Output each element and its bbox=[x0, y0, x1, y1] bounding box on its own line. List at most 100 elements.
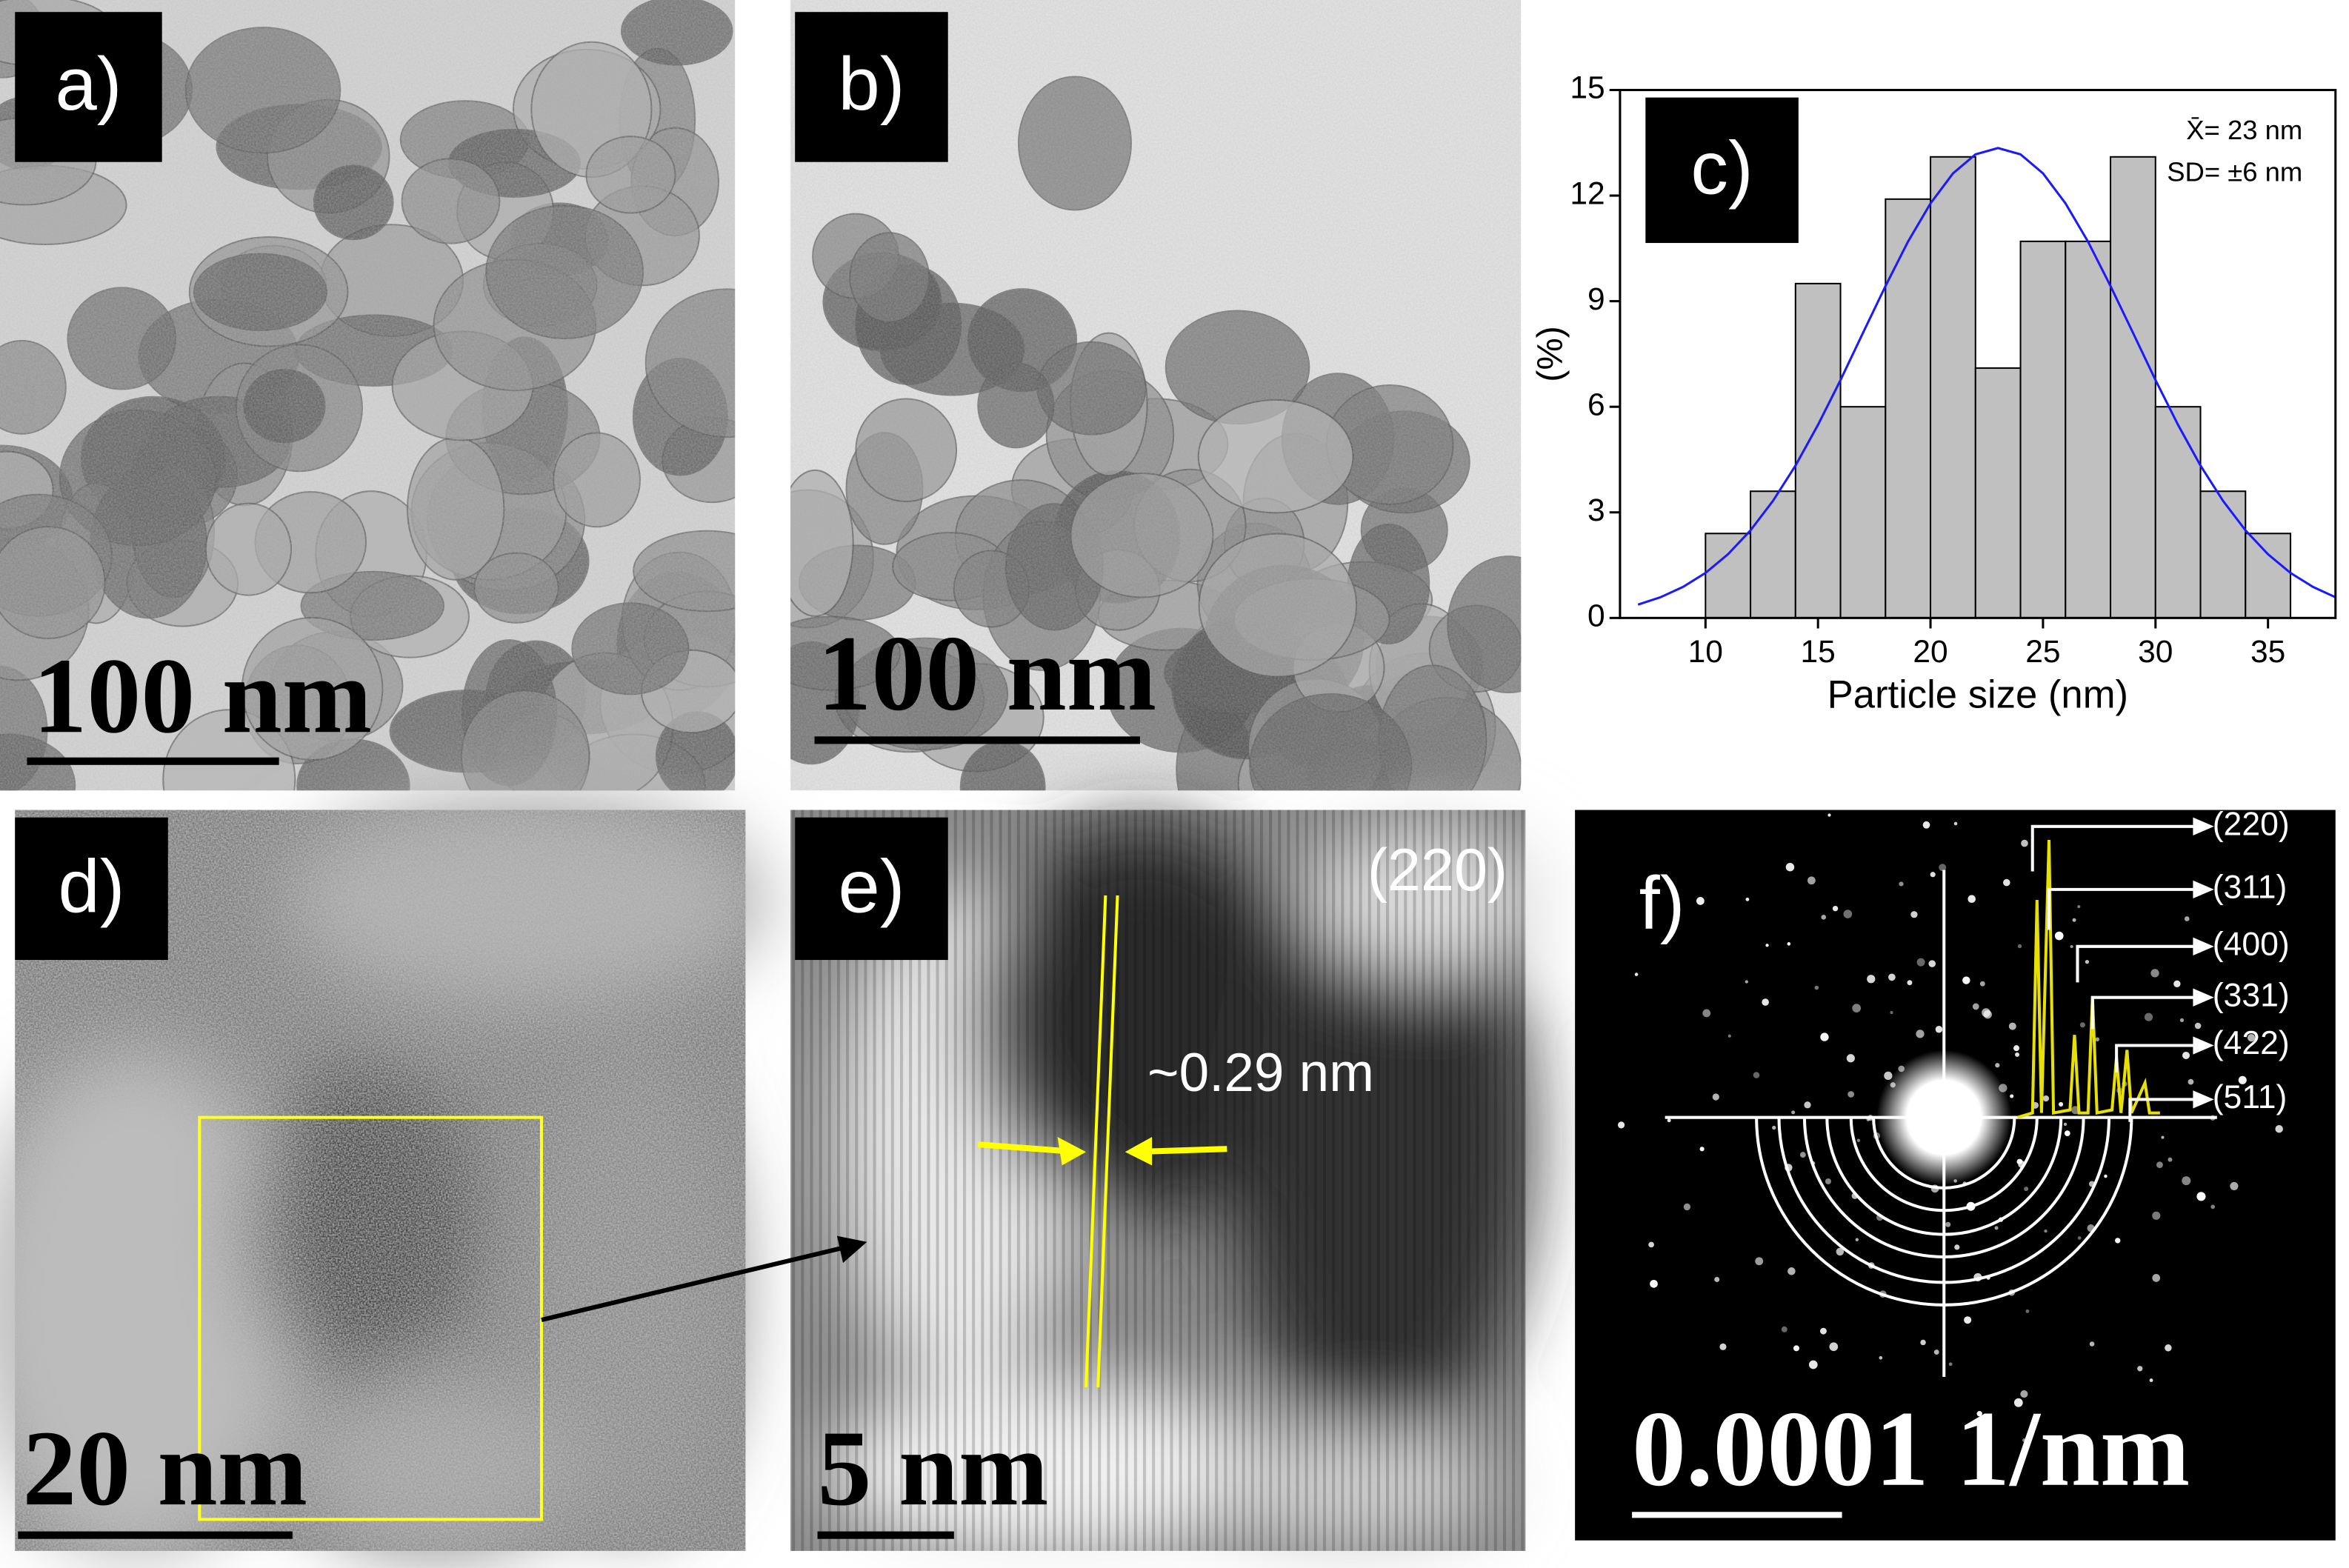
diffraction-spot bbox=[1765, 944, 1769, 947]
diffraction-spot bbox=[1821, 914, 1827, 920]
diffraction-spot bbox=[2070, 945, 2073, 949]
diffraction-spot bbox=[2210, 1204, 2216, 1210]
bar bbox=[1750, 490, 1796, 619]
diffraction-spot bbox=[2015, 1052, 2020, 1057]
ring-pointer-head bbox=[2193, 1090, 2214, 1109]
ring-label: (422) bbox=[2213, 1025, 2290, 1061]
diffraction-spot bbox=[1787, 1267, 1796, 1275]
diffraction-spot bbox=[1948, 1362, 1953, 1367]
y-tick-label: 15 bbox=[1570, 71, 1605, 106]
bar bbox=[2019, 240, 2067, 619]
diffraction-spot bbox=[2115, 1238, 2121, 1244]
diffraction-spot bbox=[2063, 1122, 2068, 1127]
panel-d-image bbox=[0, 795, 765, 1561]
x-tick-label: 10 bbox=[1688, 635, 1723, 670]
scale-bar-label: 20 nm bbox=[22, 1408, 307, 1528]
ring-pointer-head bbox=[2193, 988, 2214, 1007]
diffraction-spot bbox=[2150, 969, 2159, 978]
diffraction-spot bbox=[2072, 918, 2076, 922]
panel-label: f) bbox=[1639, 861, 1685, 945]
zoom-arrowhead bbox=[836, 1235, 867, 1264]
diffraction-spot bbox=[1928, 960, 1936, 967]
diffraction-spot bbox=[1890, 1011, 1893, 1015]
bar bbox=[1885, 198, 1932, 619]
diffraction-spot bbox=[1762, 998, 1769, 1006]
bar bbox=[1839, 406, 1887, 619]
ring-label: (220) bbox=[2213, 807, 2290, 843]
x-tick-label: 25 bbox=[2025, 635, 2060, 670]
diffraction-spot bbox=[1820, 1327, 1827, 1335]
panel-label: a) bbox=[55, 42, 121, 126]
diffraction-spot bbox=[1879, 1355, 1883, 1360]
diffraction-spot bbox=[1787, 942, 1791, 946]
diffraction-spot bbox=[2182, 1176, 2191, 1186]
diffraction-spot bbox=[2013, 1045, 2020, 1052]
ring-pointer bbox=[2090, 995, 2202, 1030]
diffraction-spot bbox=[1888, 973, 1896, 981]
diffraction-spot bbox=[1819, 800, 1827, 809]
ring-pointer bbox=[2076, 944, 2202, 983]
diffraction-spot bbox=[1847, 1091, 1855, 1098]
ring-pointer-head bbox=[2193, 880, 2214, 899]
diffraction-spot bbox=[1807, 876, 1816, 885]
bar bbox=[2245, 533, 2292, 619]
y-axis-label: (%) bbox=[1530, 326, 1570, 382]
panel-f-image: (220) (311) (400) (331) (422) (511) bbox=[1575, 795, 2336, 1541]
scale-bar-label: 100 nm bbox=[33, 635, 373, 755]
diffraction-spot bbox=[2179, 1018, 2185, 1023]
diffraction-spot bbox=[1976, 1410, 1982, 1417]
diffraction-spot bbox=[1836, 1247, 1845, 1256]
diffraction-spot bbox=[1852, 1004, 1862, 1012]
bar bbox=[1930, 156, 1976, 619]
x-tick-label: 35 bbox=[2250, 635, 2285, 670]
diffraction-spot bbox=[1994, 1226, 1999, 1230]
diffraction-spot bbox=[1667, 1118, 1671, 1123]
diffraction-spot bbox=[2156, 1161, 2163, 1169]
ring-label: (511) bbox=[2213, 1079, 2288, 1115]
diffraction-spot bbox=[1745, 980, 1748, 984]
diffraction-spot bbox=[2044, 1229, 2048, 1233]
diffraction-spot bbox=[2042, 1095, 2050, 1102]
diffraction-spot bbox=[2059, 1101, 2064, 1107]
plot-frame bbox=[1619, 88, 2337, 619]
ring-pointer bbox=[2047, 887, 2202, 930]
bar bbox=[1974, 367, 2022, 619]
diffraction-spot bbox=[1699, 1147, 1705, 1152]
diffraction-spot bbox=[2025, 1309, 2030, 1313]
ring-pointer-head bbox=[2193, 817, 2214, 835]
diffraction-spot bbox=[1846, 1054, 1855, 1063]
diffraction-spot bbox=[1867, 975, 1876, 984]
x-axis-label: Particle size (nm) bbox=[1827, 673, 2128, 717]
diffraction-spot bbox=[1793, 1345, 1799, 1352]
x-tick-label: 15 bbox=[1801, 635, 1836, 670]
diffraction-spot bbox=[1650, 1279, 1658, 1288]
diffraction-spot bbox=[2168, 1157, 2173, 1162]
diffraction-spot bbox=[2016, 1158, 2022, 1165]
diffraction-spot bbox=[1772, 1125, 1776, 1130]
diffraction-spot bbox=[1972, 1003, 1979, 1010]
bar bbox=[2154, 406, 2202, 619]
diffraction-spot bbox=[2238, 1075, 2247, 1084]
scale-bar-label: 0.0001 1/nm bbox=[1632, 1389, 2190, 1509]
diffraction-spot bbox=[2165, 1344, 2172, 1352]
scale-bar-label: 5 nm bbox=[818, 1408, 1049, 1528]
diffraction-spot bbox=[2013, 1398, 2023, 1407]
diffraction-spot bbox=[1712, 1093, 1719, 1101]
bar bbox=[2110, 156, 2156, 619]
diffraction-spot bbox=[2230, 1181, 2239, 1190]
diffraction-spot bbox=[2137, 1366, 2143, 1372]
y-tick-label: 0 bbox=[1587, 599, 1605, 634]
panel-label: d) bbox=[59, 845, 125, 929]
diffraction-spot bbox=[1753, 1072, 1760, 1078]
annotation: SD= ±6 nm bbox=[2167, 157, 2302, 187]
diffraction-spot bbox=[2144, 1012, 2153, 1021]
y-tick-label: 6 bbox=[1587, 387, 1605, 422]
y-tick-label: 3 bbox=[1587, 493, 1605, 528]
diffraction-spot bbox=[1785, 862, 1795, 872]
diffraction-spot bbox=[2188, 1078, 2194, 1085]
diffraction-spot bbox=[2182, 1051, 2190, 1059]
diffraction-spot bbox=[1933, 1350, 1939, 1355]
fit-curve bbox=[1637, 147, 2336, 606]
